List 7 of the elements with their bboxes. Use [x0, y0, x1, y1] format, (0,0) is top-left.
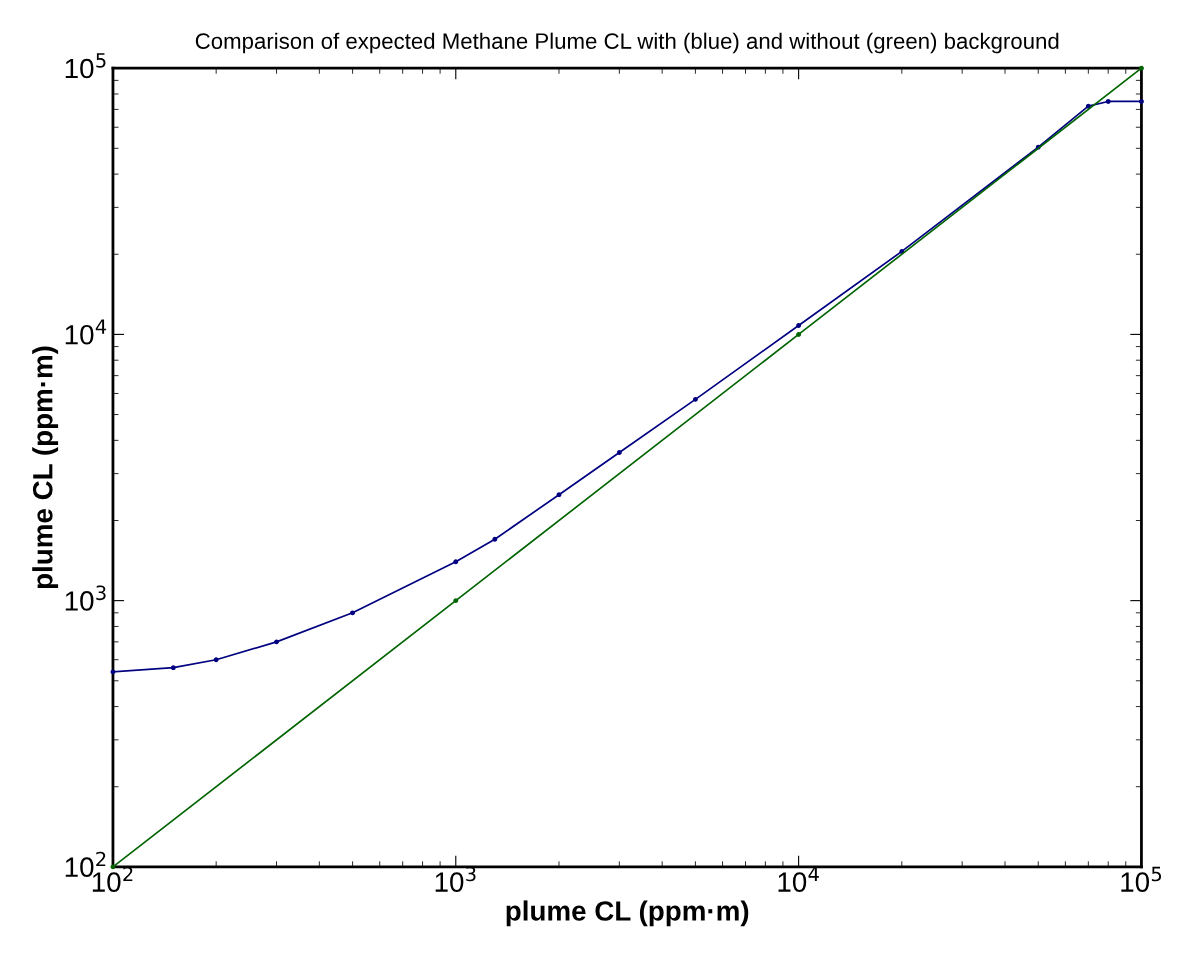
y-tick-label: 10$^{4}$: [65, 319, 107, 345]
y-tick-label: 10$^{3}$: [65, 585, 106, 611]
y-axis-title: plume CL (ppm·m): [32, 346, 59, 589]
x-axis-title: plume CL (ppm·m): [506, 900, 749, 927]
x-tick-label: 10$^{5}$: [1121, 866, 1162, 892]
y-tick-label: 10$^{5}$: [65, 53, 106, 79]
chart-title: Comparison of expected Methane Plume CL with (blue) and without (green) background: [195, 32, 1059, 54]
